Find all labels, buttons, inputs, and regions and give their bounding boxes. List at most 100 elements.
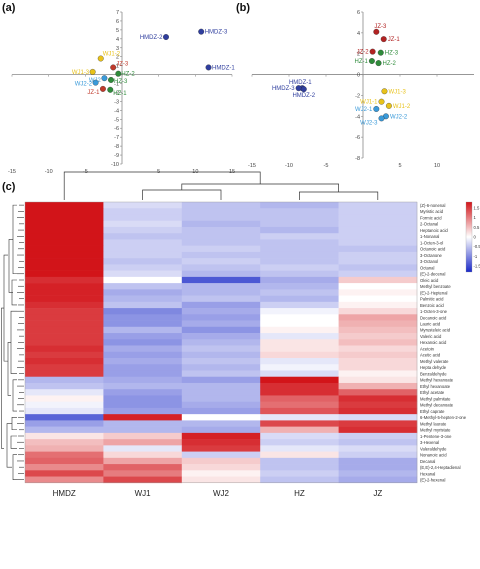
heatmap-cell bbox=[338, 289, 418, 296]
heatmap-cell bbox=[103, 345, 183, 353]
heatmap-cell bbox=[260, 364, 339, 371]
heatmap-cell bbox=[181, 432, 261, 440]
heatmap-cell bbox=[338, 326, 418, 334]
heatmap-cell bbox=[25, 351, 104, 359]
heatmap-cell bbox=[25, 251, 104, 259]
y-tick-label: -6 bbox=[114, 126, 119, 132]
heatmap-cell bbox=[103, 426, 183, 434]
heatmap-cell bbox=[181, 314, 261, 321]
heatmap-cell bbox=[181, 233, 261, 240]
point-wj2-3 bbox=[378, 115, 385, 122]
heatmap-cell bbox=[103, 420, 183, 427]
heatmap-cell bbox=[260, 401, 339, 409]
heatmap-cell bbox=[260, 414, 339, 421]
row-label: Benzoic acid bbox=[420, 303, 444, 308]
dendrogram-branch bbox=[299, 191, 379, 200]
row-label: Nonanoic acid bbox=[420, 453, 447, 458]
heatmap-cell bbox=[25, 214, 104, 222]
heatmap-cell bbox=[338, 451, 418, 459]
heatmap-cell bbox=[25, 395, 104, 402]
heatmap-cell bbox=[103, 445, 183, 452]
heatmap-cell bbox=[338, 258, 418, 265]
point-label: HMDZ-1 bbox=[289, 80, 312, 86]
y-tick-label: 7 bbox=[116, 10, 119, 16]
colorbar-tick-label: 1 bbox=[474, 215, 477, 220]
heatmap-cell bbox=[103, 370, 183, 378]
point-hmdz-2 bbox=[163, 34, 169, 40]
heatmap-cell bbox=[25, 258, 104, 265]
point-label: HZ-3 bbox=[385, 51, 399, 57]
dendrogram-branch bbox=[12, 204, 17, 275]
heatmap-cell bbox=[103, 208, 183, 215]
dendrogram-branch bbox=[10, 310, 17, 374]
heatmap-cell bbox=[260, 258, 339, 265]
x-tick-label: -10 bbox=[285, 163, 293, 169]
row-label: 1-Octen-3-ol bbox=[420, 240, 443, 245]
heatmap-cell bbox=[181, 301, 261, 309]
heatmap-cell bbox=[25, 445, 104, 452]
heatmap-cell bbox=[181, 426, 261, 434]
heatmap-cell bbox=[338, 208, 418, 215]
row-label: Acetoin bbox=[420, 346, 435, 351]
row-label: 3-Octanone bbox=[420, 253, 443, 258]
y-tick-label: 6 bbox=[357, 10, 360, 16]
heatmap-cell bbox=[260, 358, 339, 365]
heatmap-cell bbox=[181, 464, 261, 471]
point-label: HMDZ-2 bbox=[140, 35, 163, 41]
heatmap-cell bbox=[25, 382, 104, 390]
heatmap-cell bbox=[338, 389, 418, 396]
heatmap-cell bbox=[338, 376, 418, 384]
heatmap-cell bbox=[181, 320, 261, 328]
heatmap-cell bbox=[181, 283, 261, 290]
y-tick-label: -8 bbox=[355, 156, 360, 162]
heatmap-cell bbox=[338, 308, 418, 315]
row-label: Myrusteleic acid bbox=[420, 328, 451, 333]
point-label: WJ1-2 bbox=[393, 104, 411, 110]
row-label: (E)-2-decenal bbox=[420, 272, 445, 277]
panel-label-b: (b) bbox=[236, 2, 250, 14]
heatmap-cell bbox=[338, 445, 418, 452]
y-tick-label: -2 bbox=[355, 93, 360, 99]
heatmap-cell bbox=[103, 270, 183, 278]
point-wj1-3 bbox=[381, 88, 388, 95]
heatmap-cell bbox=[181, 220, 261, 228]
heatmap-cell bbox=[338, 202, 418, 209]
heatmap-cell bbox=[338, 339, 418, 346]
heatmap-cell bbox=[338, 457, 418, 465]
heatmap-cell bbox=[260, 320, 339, 328]
heatmap-cell bbox=[260, 451, 339, 459]
heatmap-cell bbox=[338, 439, 418, 446]
heatmap-cell bbox=[338, 432, 418, 440]
heatmap-cell bbox=[103, 395, 183, 402]
heatmap-cell bbox=[338, 220, 418, 228]
point-hz-3 bbox=[108, 77, 114, 83]
y-tick-label: -4 bbox=[355, 114, 360, 120]
point-label: HZ-1 bbox=[355, 59, 369, 65]
point-label: WJ1-3 bbox=[72, 70, 90, 76]
y-tick-label: -8 bbox=[114, 144, 119, 150]
heatmap-cell bbox=[103, 382, 183, 390]
heatmap-cell bbox=[25, 464, 104, 471]
heatmap-cell bbox=[260, 220, 339, 228]
heatmap-cell bbox=[25, 414, 104, 421]
heatmap-cell bbox=[25, 202, 104, 209]
row-label: Octanoic acid bbox=[420, 247, 446, 252]
heatmap-cell bbox=[338, 283, 418, 290]
point-label: WJ2-2 bbox=[75, 82, 93, 88]
heatmap-cell bbox=[25, 420, 104, 427]
point-label: WJ1-2 bbox=[103, 51, 121, 57]
heatmap-cell bbox=[25, 358, 104, 365]
heatmap-cell bbox=[25, 432, 104, 440]
heatmap-cell bbox=[25, 226, 104, 234]
heatmap-cell bbox=[103, 301, 183, 309]
point-wj1-2 bbox=[97, 55, 104, 62]
heatmap-cell bbox=[181, 276, 261, 284]
heatmap-cell bbox=[260, 214, 339, 222]
heatmap-cell bbox=[338, 470, 418, 477]
row-label: 3-Octanol bbox=[420, 259, 438, 264]
heatmap-cell bbox=[25, 339, 104, 346]
pca-plot-b: -15 -10 -5 5 10 -8 -6 -4 -2 0 2 4 6 JZ-3 JZ-1 JZ-2 HZ-3 H… bbox=[248, 10, 474, 169]
point-hmdz-3 bbox=[198, 28, 205, 35]
